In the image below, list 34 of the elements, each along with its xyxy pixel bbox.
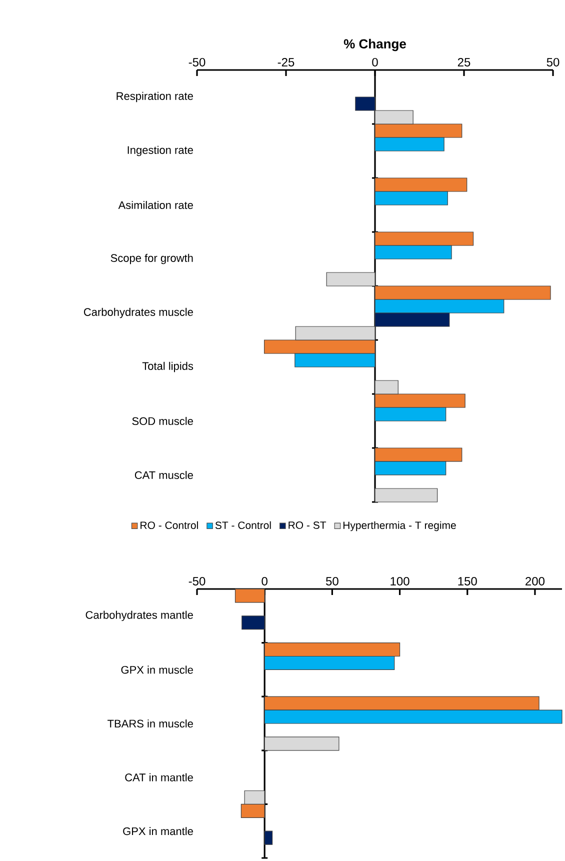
y-tick-label: GPX in mantle [123,827,193,836]
y-tick-label: Carbohydrates muscle [84,308,193,318]
legend-label: RO - Control [140,521,198,530]
y-tick-label: Respiration rate [116,92,193,102]
y-tick-label: SOD muscle [132,416,193,426]
y-tick-label: CAT in mantle [125,773,193,782]
x-tick-label: 50 [326,576,338,586]
x-tick-label: -50 [188,58,206,66]
bar [264,736,340,751]
bar [264,830,273,845]
x-tick-label: 100 [390,576,410,586]
x-tick-label: 0 [262,576,268,586]
y-tick-label: TBARS in muscle [108,719,193,728]
y-tick-label: Carbohydrates mantle [86,610,193,622]
bar [234,588,265,603]
x-tick-label: 50 [546,58,560,66]
y-tick-label: Scope for growth [110,254,193,264]
y-tick-label: Ingestion rate [128,146,193,156]
legend-label: RO - ST [288,521,326,529]
bar [242,616,265,630]
bar [374,488,438,502]
x-tick-label: 25 [458,58,470,66]
x-tick-label: 0 [372,58,378,66]
legend-label: ST - Control [215,521,271,530]
y-tick-label: Total lipids [142,362,194,372]
x-tick-label: 150 [458,576,477,586]
x-tick-label: -50 [188,576,206,586]
legend-label: Hyperthermia - T regime [343,521,456,532]
y-tick-label: CAT muscle [134,470,193,480]
y-tick-label: Asimilation rate [118,200,193,210]
x-axis-title: % Change [344,38,406,52]
x-tick-label: -25 [278,58,294,66]
y-tick-label: GPX in muscle [121,666,193,674]
x-tick-label: 200 [526,576,545,586]
